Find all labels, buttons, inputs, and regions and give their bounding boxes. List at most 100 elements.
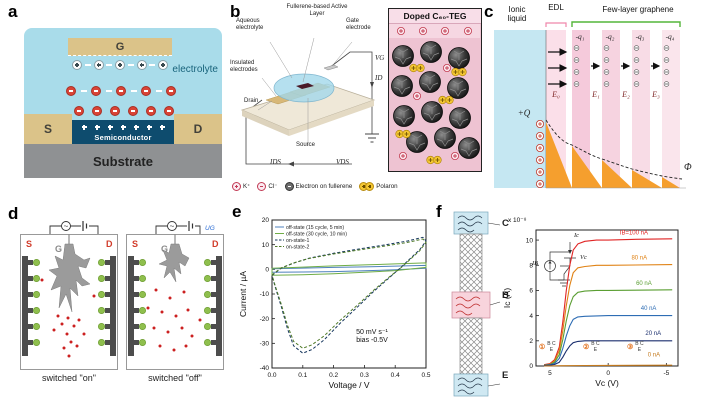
graphene-layer-4 xyxy=(662,30,680,188)
minus-charge-icon xyxy=(116,86,126,96)
ground-icon xyxy=(558,279,570,287)
edl-bracket xyxy=(545,22,567,27)
minus-charge-icon xyxy=(128,106,138,116)
svg-text:20 nA: 20 nA xyxy=(645,331,661,337)
svg-text:10: 10 xyxy=(526,237,534,244)
plus-charge-icon xyxy=(80,123,89,132)
graphene-bracket xyxy=(571,21,681,27)
svg-text:5: 5 xyxy=(548,370,552,377)
svg-text:4: 4 xyxy=(529,313,533,320)
panel-f-letter: f xyxy=(436,202,442,221)
plus-charge-icon xyxy=(106,123,115,132)
svg-text:Vc (V): Vc (V) xyxy=(595,378,619,388)
svg-text:Ic (A): Ic (A) xyxy=(502,288,512,308)
nanotube-lattice-bottom xyxy=(460,318,482,374)
positive-charges-column xyxy=(536,120,545,188)
current-arrow-icon xyxy=(370,82,374,88)
nanotube-lattice-top xyxy=(460,234,482,292)
inset-doped-c60: Doped C₆₀-TEG xyxy=(388,8,482,172)
minus-charge-icon xyxy=(146,106,156,116)
plus-charge-icon xyxy=(158,60,168,70)
q3-label: -q₃ xyxy=(635,32,645,41)
insulated-electrodes-label: Insulated electrodes xyxy=(230,60,258,73)
dendrite-filament xyxy=(48,243,91,313)
left-electrode xyxy=(128,256,139,356)
negative-charge-bars xyxy=(575,47,668,85)
emitter-region xyxy=(453,373,489,397)
plus-charge-icon xyxy=(145,123,154,132)
svg-text:D: D xyxy=(212,239,219,249)
svg-text:0.2: 0.2 xyxy=(329,372,338,379)
battery-icon xyxy=(188,221,194,231)
vc-inset-label: Vc xyxy=(580,254,587,261)
q4-label: -q₄ xyxy=(665,32,675,41)
current-arrow-icon xyxy=(288,161,294,167)
svg-text:x 10⁻⁸: x 10⁻⁸ xyxy=(508,217,527,224)
base-label: B xyxy=(502,290,509,301)
metal-ions-dispersed xyxy=(146,288,202,352)
ic-vc-plot: 5 0 -5 0 2 4 6 8 10 IB=100 nA 80 nA 60 nA 40 nA 20 nA… xyxy=(502,217,679,388)
semiconductor-layer: Semiconductor xyxy=(72,120,174,144)
panel-a-letter: a xyxy=(8,2,18,21)
drain-label: Drain xyxy=(244,98,259,104)
panel-c: c xyxy=(484,2,710,200)
legend-kplus: K⁺ xyxy=(232,182,250,191)
svg-text:on-state-1: on-state-1 xyxy=(286,238,309,244)
panel-f: f C B E xyxy=(436,202,711,405)
minus-charge-icon xyxy=(66,86,76,96)
svg-text:0.1: 0.1 xyxy=(298,372,307,379)
svg-text:0 nA: 0 nA xyxy=(648,353,660,359)
plus-q-label: +Q xyxy=(517,108,531,118)
svg-text:8: 8 xyxy=(529,262,533,269)
svg-text:0.0: 0.0 xyxy=(267,372,276,379)
electron-icon xyxy=(284,182,294,191)
svg-text:80 nA: 80 nA xyxy=(631,256,647,262)
graphene-layer-3 xyxy=(632,30,650,188)
svg-text:0: 0 xyxy=(265,267,269,274)
ac-source-icon xyxy=(61,221,71,231)
svg-text:D: D xyxy=(106,239,113,249)
fullerene-illustration xyxy=(389,24,480,165)
svg-text:off-state (30 cycle, 10 min): off-state (30 cycle, 10 min) xyxy=(286,231,347,237)
svg-text:S: S xyxy=(26,239,32,249)
svg-text:S: S xyxy=(132,239,138,249)
plus-charge-icon xyxy=(115,60,125,70)
source-label: Source xyxy=(296,142,316,148)
polaron-icon xyxy=(359,182,375,191)
kplus-ion-icon xyxy=(232,182,241,191)
active-layer-label: Fullerene-based Active Layer xyxy=(286,4,348,17)
substrate-label: Substrate xyxy=(93,153,153,169)
plus-charge-icon xyxy=(72,60,82,70)
biomolecules xyxy=(33,258,106,347)
panel-b-letter: b xyxy=(230,2,241,21)
source-electrode: S xyxy=(24,114,72,144)
minus-charge-icon xyxy=(74,106,84,116)
plus-charge-icon xyxy=(93,60,104,70)
svg-text:bias -0.5V: bias -0.5V xyxy=(356,337,388,344)
panel-d: d ~ S D G xyxy=(8,204,230,402)
drain-label: D xyxy=(193,122,203,136)
panel-e: e 0.0 0.1 0.2 0.3 0.4 0.5 -40 -30 -20 -10 0 10 20 off… xyxy=(232,202,438,404)
plus-charge-icon xyxy=(93,123,102,132)
right-electrode xyxy=(211,256,222,356)
cation-row-icons xyxy=(72,60,168,70)
svg-text:off-state (15 cycle, 5 min): off-state (15 cycle, 5 min) xyxy=(286,225,344,231)
anion-row-icons xyxy=(66,86,176,96)
svg-text:-5: -5 xyxy=(663,370,669,377)
inset-title: Doped C₆₀-TEG xyxy=(389,9,481,24)
svg-text:0: 0 xyxy=(529,363,533,370)
graphene-label: Few-layer graphene xyxy=(602,5,674,14)
minus-charge-icon xyxy=(91,86,101,96)
biomolecules xyxy=(139,258,212,347)
legend-clminus: Cl⁻ xyxy=(257,182,278,191)
svg-text:0: 0 xyxy=(606,370,610,377)
svg-text:-10: -10 xyxy=(260,291,270,298)
ionic-liquid-label: Ionic liquid xyxy=(507,5,527,23)
panel-c-letter: c xyxy=(484,2,494,21)
minus-charge-icon xyxy=(166,86,176,96)
minus-charge-icon xyxy=(92,106,102,116)
gate-label: G xyxy=(115,40,125,53)
